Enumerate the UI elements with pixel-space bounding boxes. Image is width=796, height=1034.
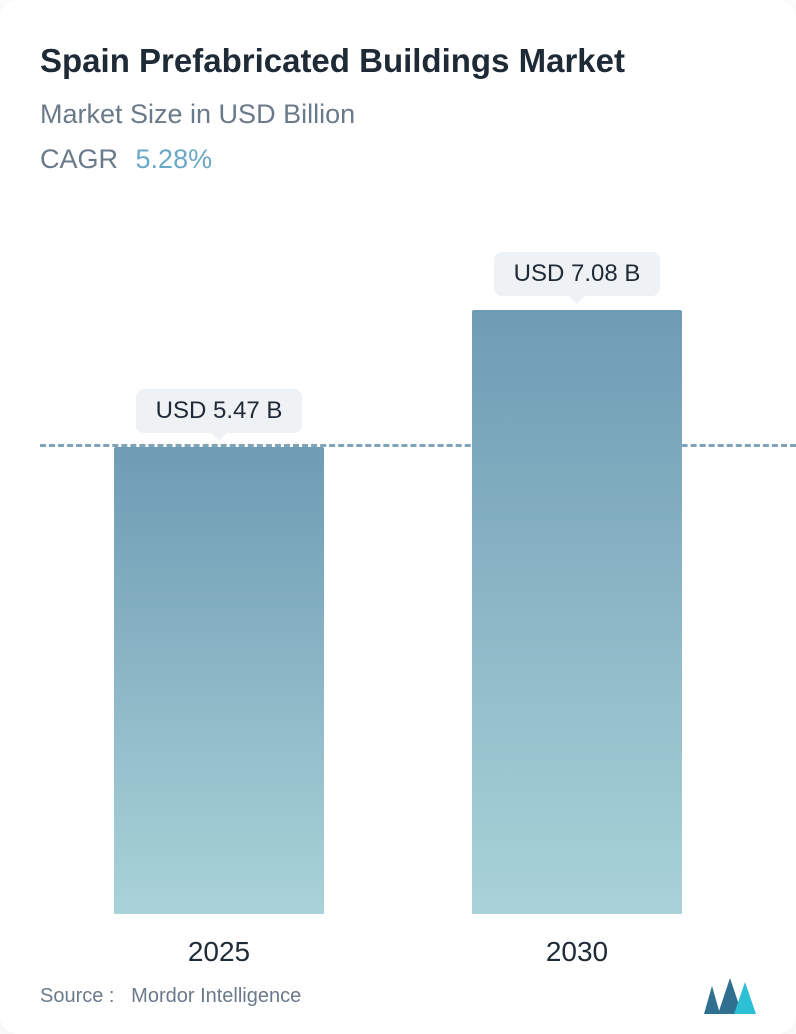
- cagr-label: CAGR: [40, 144, 118, 174]
- market-card: Spain Prefabricated Buildings Market Mar…: [0, 0, 796, 1034]
- x-label-0: 2025: [40, 936, 398, 968]
- source-value: Mordor Intelligence: [131, 985, 301, 1007]
- bar-0: [114, 447, 324, 914]
- cagr-value: 5.28%: [136, 144, 213, 174]
- value-badge-0: USD 5.47 B: [136, 389, 303, 433]
- value-badge-1: USD 7.08 B: [494, 252, 661, 296]
- bars-container: USD 5.47 B USD 7.08 B: [40, 250, 756, 914]
- bar-1: [472, 310, 682, 914]
- chart-area: USD 5.47 B USD 7.08 B: [40, 250, 756, 914]
- bar-column-1: USD 7.08 B: [398, 250, 756, 914]
- source-label: Source :: [40, 985, 114, 1007]
- chart-title: Spain Prefabricated Buildings Market: [40, 40, 756, 81]
- brand-logo-icon: [704, 978, 756, 1014]
- footer: Source : Mordor Intelligence: [40, 978, 756, 1014]
- source-text: Source : Mordor Intelligence: [40, 985, 301, 1008]
- chart-subtitle: Market Size in USD Billion: [40, 99, 756, 130]
- cagr-row: CAGR 5.28%: [40, 144, 756, 175]
- logo-shape-left: [704, 986, 720, 1014]
- bar-column-0: USD 5.47 B: [40, 250, 398, 914]
- logo-shape-right: [734, 982, 756, 1014]
- x-label-1: 2030: [398, 936, 756, 968]
- x-axis-labels: 2025 2030: [40, 936, 756, 968]
